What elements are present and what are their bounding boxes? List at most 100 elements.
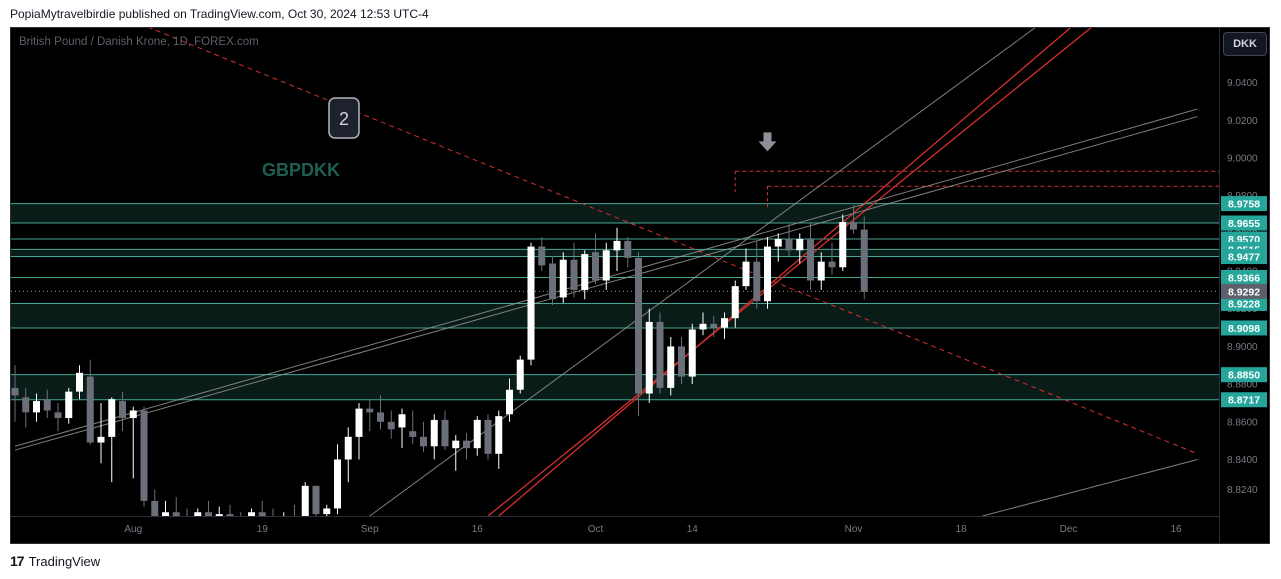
candle-body [506, 389, 513, 415]
chart-frame[interactable]: 2GBPDKK9.06009.04009.02009.00008.98008.9… [10, 27, 1270, 544]
candle [294, 504, 295, 516]
candle-body [559, 259, 567, 298]
candle [215, 506, 223, 516]
candle [624, 237, 632, 268]
candle-body [162, 512, 169, 516]
candle [635, 252, 642, 417]
candle [559, 252, 567, 304]
candle [186, 508, 188, 516]
candle [688, 323, 696, 385]
candle [592, 233, 599, 285]
candle-body [11, 387, 19, 396]
candle [140, 406, 148, 507]
candle [76, 365, 83, 400]
candle-body [65, 391, 73, 419]
candle [452, 434, 460, 471]
candle-body [839, 222, 847, 268]
price-chart[interactable]: 2GBPDKK9.06009.04009.02009.00008.98008.9… [11, 28, 1270, 544]
candle [11, 365, 19, 422]
candle [97, 402, 105, 464]
candle [334, 444, 341, 515]
candle-body [215, 514, 223, 516]
candle [43, 389, 51, 419]
ticker-label: GBPDKK [262, 160, 340, 180]
candle [86, 359, 94, 445]
candle-body [473, 419, 481, 449]
candle-body [334, 459, 341, 509]
trendline [148, 28, 1198, 455]
candle [796, 233, 804, 264]
candle [398, 408, 406, 449]
candle-body [495, 416, 503, 454]
candle-body [205, 512, 212, 516]
candle [355, 402, 363, 460]
candle-body [624, 240, 632, 258]
candle [119, 391, 126, 432]
candle-body [129, 410, 137, 419]
candle [731, 280, 739, 328]
x-tick-label: Aug [124, 524, 142, 535]
candle-body [151, 500, 159, 516]
candle [764, 237, 771, 309]
candle [817, 252, 825, 290]
y-tick-label: 8.9000 [1227, 342, 1258, 353]
candle-body [635, 257, 642, 394]
candle-body [850, 222, 857, 230]
candle [283, 512, 285, 516]
price-level-badge [1221, 196, 1267, 212]
candle [205, 500, 212, 516]
candle [33, 393, 40, 422]
trendline [982, 458, 1198, 516]
candle [151, 489, 159, 516]
candle-body [248, 512, 255, 516]
candle [678, 337, 685, 385]
x-tick-label: 19 [257, 524, 269, 535]
candle [377, 395, 384, 430]
candle [129, 406, 137, 479]
candle-body [97, 436, 105, 443]
candle-body [731, 286, 739, 319]
candle [656, 312, 664, 394]
trendline [498, 28, 1072, 516]
x-tick-label: Dec [1060, 524, 1078, 535]
candle-body [76, 372, 83, 392]
currency-button[interactable]: DKK [1223, 32, 1267, 56]
candle [54, 402, 62, 432]
candle-body [86, 376, 94, 443]
candle [785, 223, 793, 256]
price-level-badge [1221, 367, 1267, 383]
candle [807, 222, 814, 290]
candle-body [549, 263, 556, 300]
candle-body [516, 359, 524, 390]
candle-body [43, 399, 51, 411]
candle-body [398, 414, 406, 428]
candle [484, 414, 492, 460]
price-level-badge-text: 8.9366 [1228, 272, 1260, 284]
x-tick-label: 16 [1170, 524, 1182, 535]
candle-body [796, 239, 804, 251]
candle [839, 214, 847, 272]
candle [172, 497, 180, 516]
candle-body [258, 512, 266, 516]
candle-body [312, 485, 320, 515]
candle [366, 399, 374, 432]
symbol-description: British Pound / Danish Krone, 1D, FOREX.… [19, 36, 259, 48]
candle-body [140, 410, 148, 501]
x-tick-label: 14 [687, 524, 699, 535]
price-level-badge [1221, 215, 1267, 231]
y-tick-label: 8.8240 [1227, 485, 1258, 496]
candle [409, 410, 417, 445]
x-tick-label: 16 [472, 524, 484, 535]
candle-body [323, 508, 331, 515]
candle [742, 248, 750, 290]
published-line: PopiaMytravelbirdie published on Trading… [10, 7, 429, 21]
candle-body [710, 323, 718, 328]
candle-body [828, 261, 836, 268]
last-price-badge-text: 8.9292 [1228, 286, 1260, 298]
footer-brand[interactable]: TradingView [28, 553, 101, 569]
price-level-badge [1221, 269, 1267, 285]
candle [699, 312, 707, 336]
candle [272, 508, 274, 516]
candle-body [753, 261, 761, 302]
candle-body [667, 346, 675, 388]
